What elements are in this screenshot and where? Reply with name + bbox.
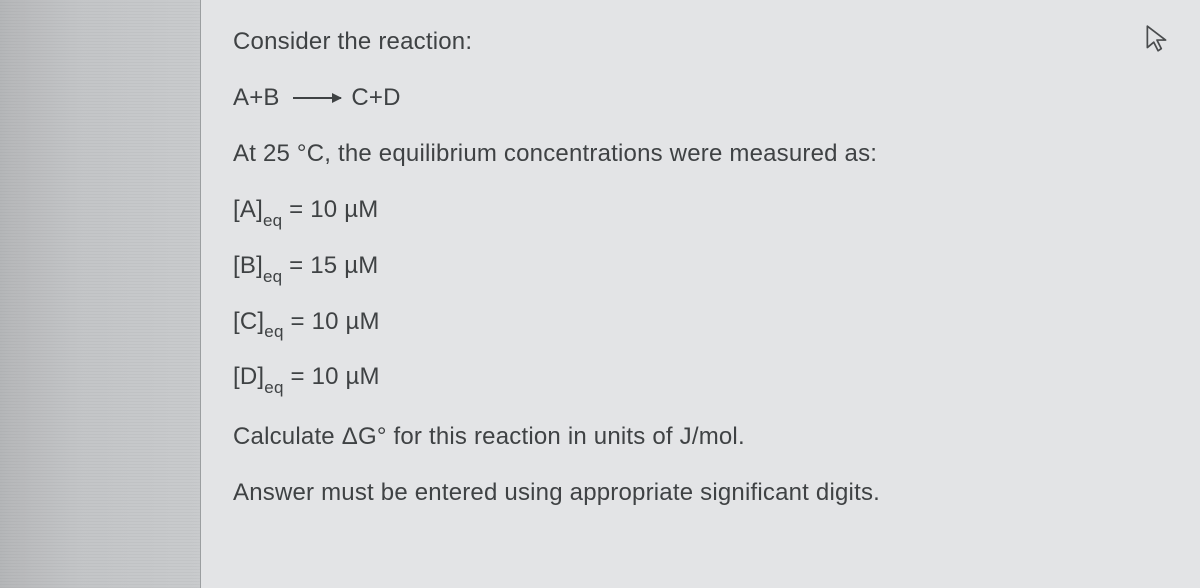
- conc-a: [A]eq = 10 µM: [233, 196, 1160, 228]
- subscript-eq: eq: [264, 322, 283, 341]
- conc-d: [D]eq = 10 µM: [233, 363, 1160, 395]
- subscript-eq: eq: [263, 211, 282, 230]
- species-d: D: [240, 363, 258, 390]
- arrow-icon: [293, 97, 341, 99]
- question-panel: Consider the reaction: A+B C+D At 25 °C,…: [200, 0, 1200, 588]
- conc-c: [C]eq = 10 µM: [233, 308, 1160, 340]
- cursor-icon: [1144, 24, 1170, 54]
- subscript-eq: eq: [263, 267, 282, 286]
- prompt-text: Calculate ΔG° for this reaction in units…: [233, 423, 1160, 451]
- left-margin-strip: [0, 0, 200, 588]
- species-c: C: [240, 308, 258, 335]
- condition-text: At 25 °C, the equilibrium concentrations…: [233, 140, 1160, 168]
- reaction-rhs: C+D: [351, 84, 400, 111]
- value-d: = 10 µM: [290, 363, 379, 390]
- value-b: = 15 µM: [289, 252, 378, 279]
- screenshot-frame: Consider the reaction: A+B C+D At 25 °C,…: [0, 0, 1200, 588]
- reaction-line: A+B C+D: [233, 84, 1160, 112]
- species-a: A: [240, 196, 256, 223]
- subscript-eq: eq: [264, 378, 283, 397]
- value-c: = 10 µM: [290, 308, 379, 335]
- reaction-lhs: A+B: [233, 84, 280, 111]
- value-a: = 10 µM: [289, 196, 378, 223]
- note-text: Answer must be entered using appropriate…: [233, 479, 1160, 507]
- conc-b: [B]eq = 15 µM: [233, 252, 1160, 284]
- species-b: B: [240, 252, 256, 279]
- intro-text: Consider the reaction:: [233, 28, 1160, 56]
